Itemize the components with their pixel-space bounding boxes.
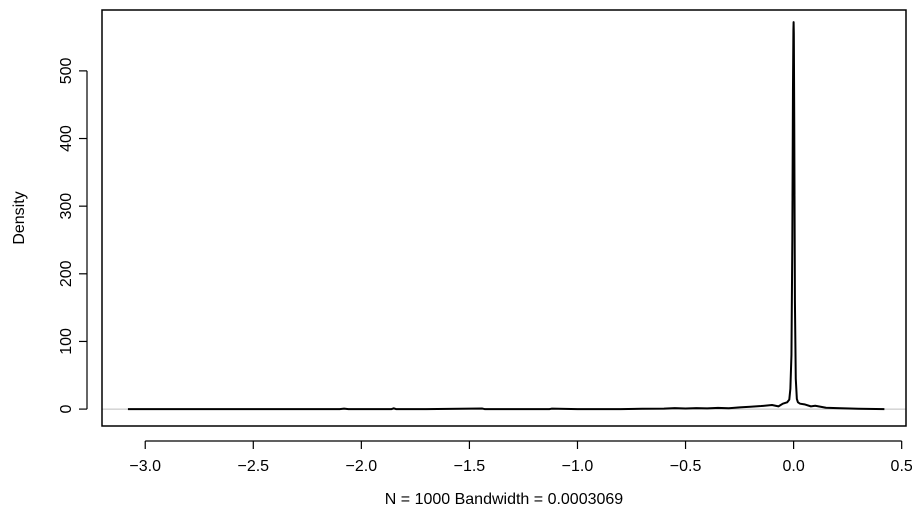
y-tick-label: 300	[58, 193, 75, 220]
x-tick-label: −2.0	[346, 458, 378, 475]
y-axis: 0 100 200 300 400 500	[58, 57, 87, 413]
x-tick-label: −2.5	[237, 458, 269, 475]
x-tick-label: 0.0	[782, 458, 804, 475]
x-tick-label: −3.0	[129, 458, 161, 475]
x-axis-label: N = 1000 Bandwidth = 0.0003069	[385, 491, 624, 508]
plot-area-border	[102, 10, 906, 426]
density-curve-0	[128, 22, 884, 409]
y-tick-label: 100	[58, 328, 75, 355]
x-tick-label: 0.5	[891, 458, 912, 475]
y-tick-label: 200	[58, 260, 75, 287]
y-tick-label: 400	[58, 125, 75, 152]
y-tick-label: 500	[58, 57, 75, 84]
x-tick-label: −1.0	[562, 458, 594, 475]
x-tick-label: −0.5	[670, 458, 702, 475]
y-tick-label: 0	[58, 405, 75, 414]
x-tick-label: −1.5	[454, 458, 486, 475]
y-axis-label: Density	[11, 191, 28, 244]
x-axis: −3.0 −2.5 −2.0 −1.5 −1.0 −0.5 0.0 0.5	[129, 441, 912, 475]
